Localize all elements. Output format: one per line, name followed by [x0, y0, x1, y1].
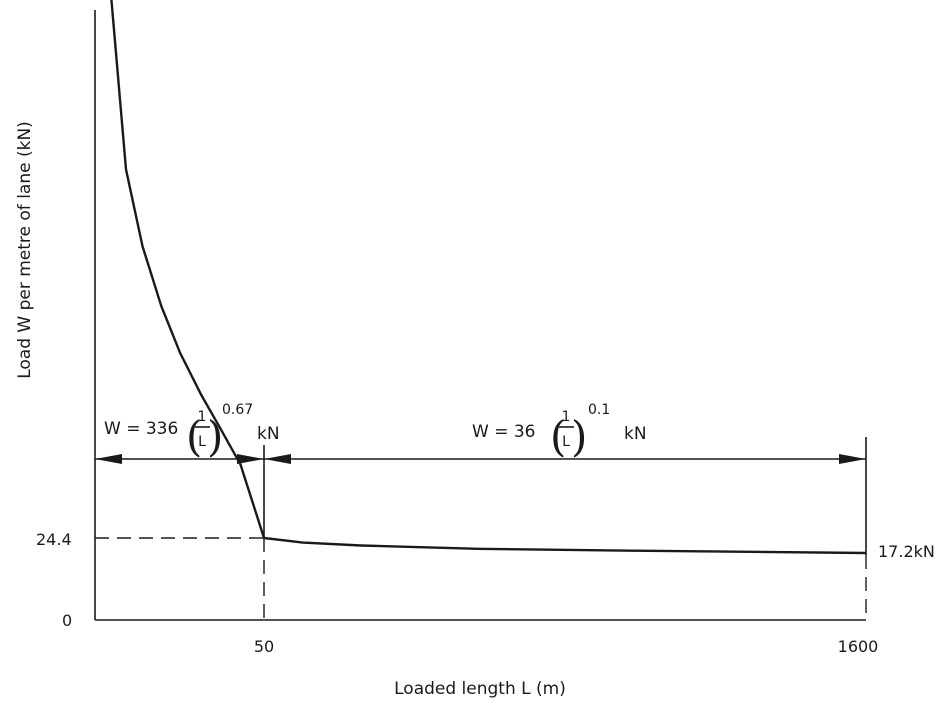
- formula-long-denominator: L: [562, 434, 570, 450]
- formula-short-exponent: 0.67: [222, 402, 253, 418]
- y-axis-title: Load W per metre of lane (kN): [15, 121, 35, 379]
- x-tick-label-50: 50: [254, 637, 274, 656]
- load-curve-line: [110, 0, 867, 555]
- formula-short-right-paren: ): [207, 412, 223, 461]
- x-axis-title: Loaded length L (m): [394, 679, 566, 699]
- formula-short-lhs: W = 336: [104, 419, 178, 439]
- arrowhead-left-start: [95, 454, 122, 464]
- arrowhead-long-end: [839, 454, 866, 464]
- formula-long-right-paren: ): [571, 412, 587, 461]
- formula-short-unit: kN: [257, 424, 280, 444]
- formula-long-left-paren: (: [550, 412, 566, 461]
- x-tick-label-1600: 1600: [838, 637, 879, 656]
- y-tick-label-24-4: 24.4: [36, 530, 72, 549]
- formula-short-left-paren: (: [186, 412, 202, 461]
- formula-short-numerator: 1: [198, 409, 207, 425]
- formula-long-lhs: W = 36: [472, 422, 536, 442]
- formula-long-unit: kN: [624, 424, 647, 444]
- formula-long-exponent: 0.1: [588, 402, 610, 418]
- arrowhead-short-end: [237, 454, 264, 464]
- formula-long-numerator: 1: [562, 409, 571, 425]
- end-value-label: 17.2kN: [878, 542, 935, 561]
- arrowhead-long-start: [264, 454, 291, 464]
- y-tick-label-0: 0: [62, 611, 72, 630]
- formula-short-denominator: L: [198, 434, 206, 450]
